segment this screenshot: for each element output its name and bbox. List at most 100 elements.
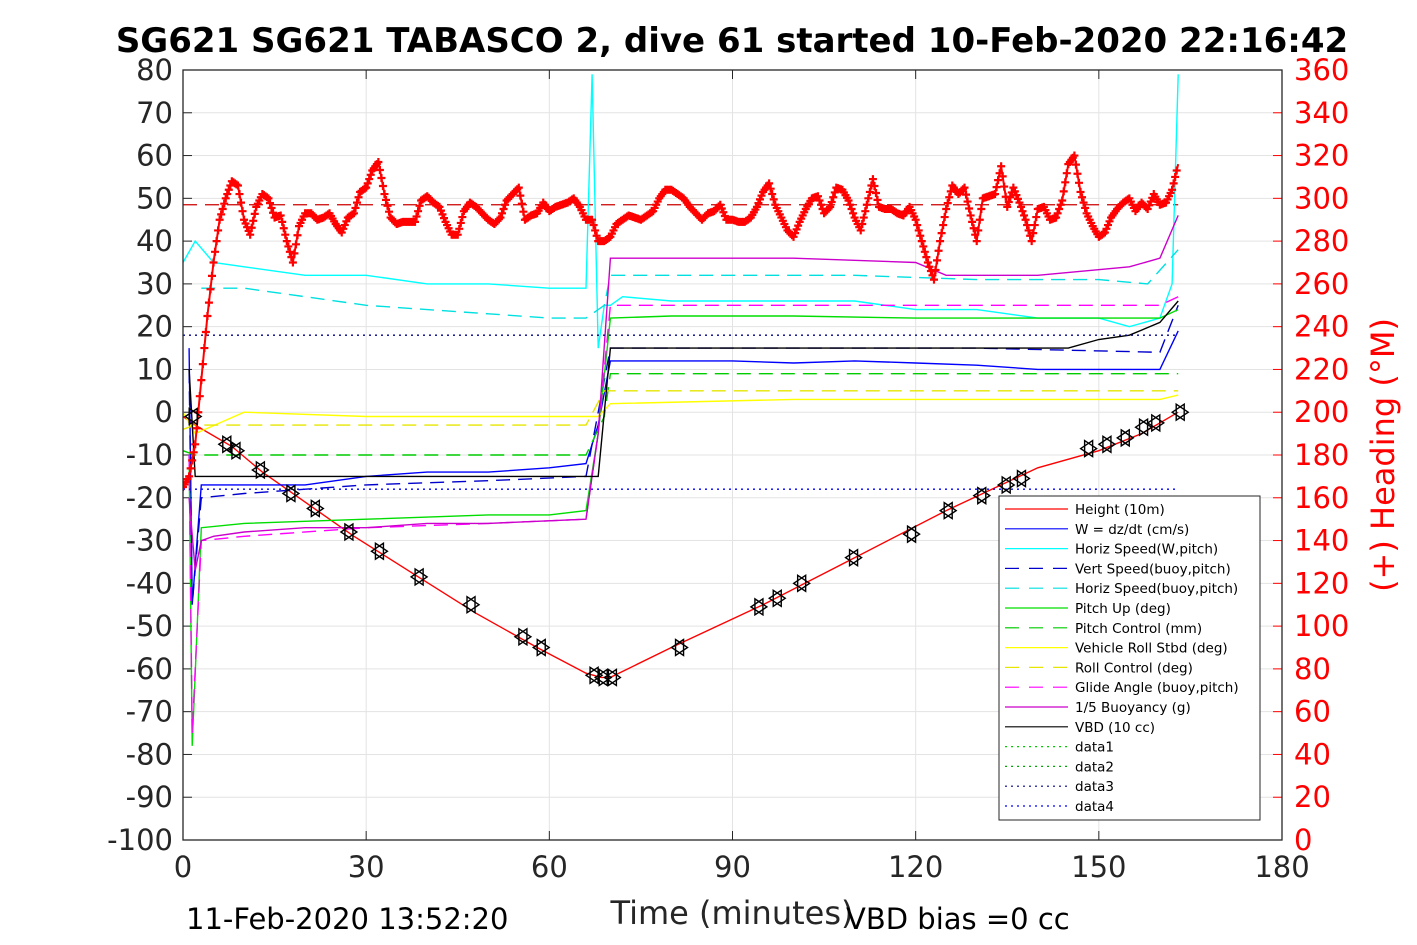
heading-point (960, 183, 969, 192)
heading-point (237, 198, 246, 207)
y-tick-label: -90 (126, 780, 173, 814)
y2-tick-label: 20 (1294, 780, 1331, 814)
heading-point (214, 226, 223, 235)
heading-point (942, 205, 951, 214)
heading-point (366, 170, 375, 179)
heading-point (266, 199, 275, 208)
marker-left-triangle (339, 522, 354, 542)
heading-point (817, 200, 826, 209)
heading-point (1055, 205, 1064, 214)
y-tick-label: 0 (155, 395, 173, 429)
heading-point (375, 165, 384, 174)
heading-point (1073, 169, 1082, 178)
legend-label-11: VBD (10 cc) (1075, 720, 1155, 736)
heading-point (220, 199, 229, 208)
y2-tick-label: 120 (1294, 566, 1349, 600)
heading-point (591, 226, 600, 235)
heading-point (374, 157, 383, 166)
y2-tick-label: 340 (1294, 96, 1349, 130)
heading-point (920, 247, 929, 256)
heading-point (971, 230, 980, 239)
legend-label-1: W = dz/dt (cm/s) (1075, 522, 1189, 538)
legend-label-0: Height (10m) (1075, 502, 1165, 518)
heading-point (249, 216, 258, 225)
heading-point (1169, 179, 1178, 188)
heading-point (1172, 166, 1181, 175)
heading-point (188, 456, 197, 465)
heading-point (414, 207, 423, 216)
heading-point (815, 196, 824, 205)
heading-point (847, 205, 856, 214)
y2-tick-label: 280 (1294, 224, 1349, 258)
heading-point (458, 213, 467, 222)
marker-right-triangle (972, 486, 987, 505)
y-tick-label: -80 (126, 737, 173, 771)
marker-left-triangle (796, 574, 811, 593)
heading-point (206, 285, 215, 294)
x-tick-label: 150 (1071, 850, 1126, 884)
heading-point (928, 271, 937, 280)
dive-markers (183, 402, 1190, 687)
heading-point (1000, 182, 1009, 191)
heading-point (1062, 169, 1071, 178)
legend-label-13: data2 (1075, 759, 1114, 775)
heading-point (514, 183, 523, 192)
legend-label-12: data1 (1075, 740, 1114, 756)
heading-point (862, 200, 871, 209)
y2-tick-label: 240 (1294, 310, 1349, 344)
heading-point (293, 231, 302, 240)
series-line-1 (188, 330, 1179, 605)
marker-left-triangle (226, 441, 241, 461)
y2-tick-label: 0 (1294, 823, 1312, 857)
y2-tick-label: 60 (1294, 695, 1331, 729)
x-axis-ticks: 0 30 60 90 120 150 180 (174, 70, 1310, 884)
heading-point (916, 231, 925, 240)
y2-tick-label: 140 (1294, 524, 1349, 558)
heading-point (1071, 160, 1080, 169)
marker-left-triangle (461, 595, 476, 615)
heading-point (378, 182, 387, 191)
heading-point (499, 205, 508, 214)
heading-point (871, 188, 880, 197)
heading-point (943, 199, 952, 208)
heading-point (844, 196, 853, 205)
y2-axis-ticks: 3603403203002802602402202001801601401201… (1273, 53, 1349, 857)
heading-point (204, 298, 213, 307)
marker-right-triangle (902, 524, 917, 544)
marker-right-triangle (1012, 469, 1027, 488)
heading-point (998, 172, 1007, 181)
heading-point (191, 440, 200, 449)
heading-point (382, 195, 391, 204)
marker-left-triangle (1120, 428, 1135, 448)
heading-point (1074, 178, 1083, 187)
heading-point (269, 208, 278, 217)
heading-point (968, 217, 977, 226)
heading-point (592, 231, 601, 240)
heading-point (279, 224, 288, 233)
marker-left-triangle (1016, 469, 1031, 488)
heading-point (192, 424, 201, 433)
heading-point (969, 224, 978, 233)
heading-point (975, 215, 984, 224)
heading-point (276, 211, 285, 220)
heading-point (291, 240, 300, 249)
heading-point (1078, 193, 1087, 202)
heading-point (1003, 202, 1012, 211)
heading-point (939, 221, 948, 230)
heading-point (972, 237, 981, 246)
heading-point (385, 207, 394, 216)
heading-point (992, 183, 1001, 192)
marker-right-triangle (792, 574, 807, 593)
x-tick-label: 90 (714, 850, 751, 884)
heading-point (765, 179, 774, 188)
heading-point (1029, 229, 1038, 238)
y-tick-label: 80 (136, 53, 173, 87)
heading-point (1030, 221, 1039, 230)
marker-left-triangle (251, 460, 266, 480)
heading-point (516, 191, 525, 200)
heading-point (377, 174, 386, 183)
heading-point (183, 483, 187, 492)
heading-point (1006, 193, 1015, 202)
marker-left-triangle (772, 588, 787, 608)
heading-point (768, 190, 777, 199)
